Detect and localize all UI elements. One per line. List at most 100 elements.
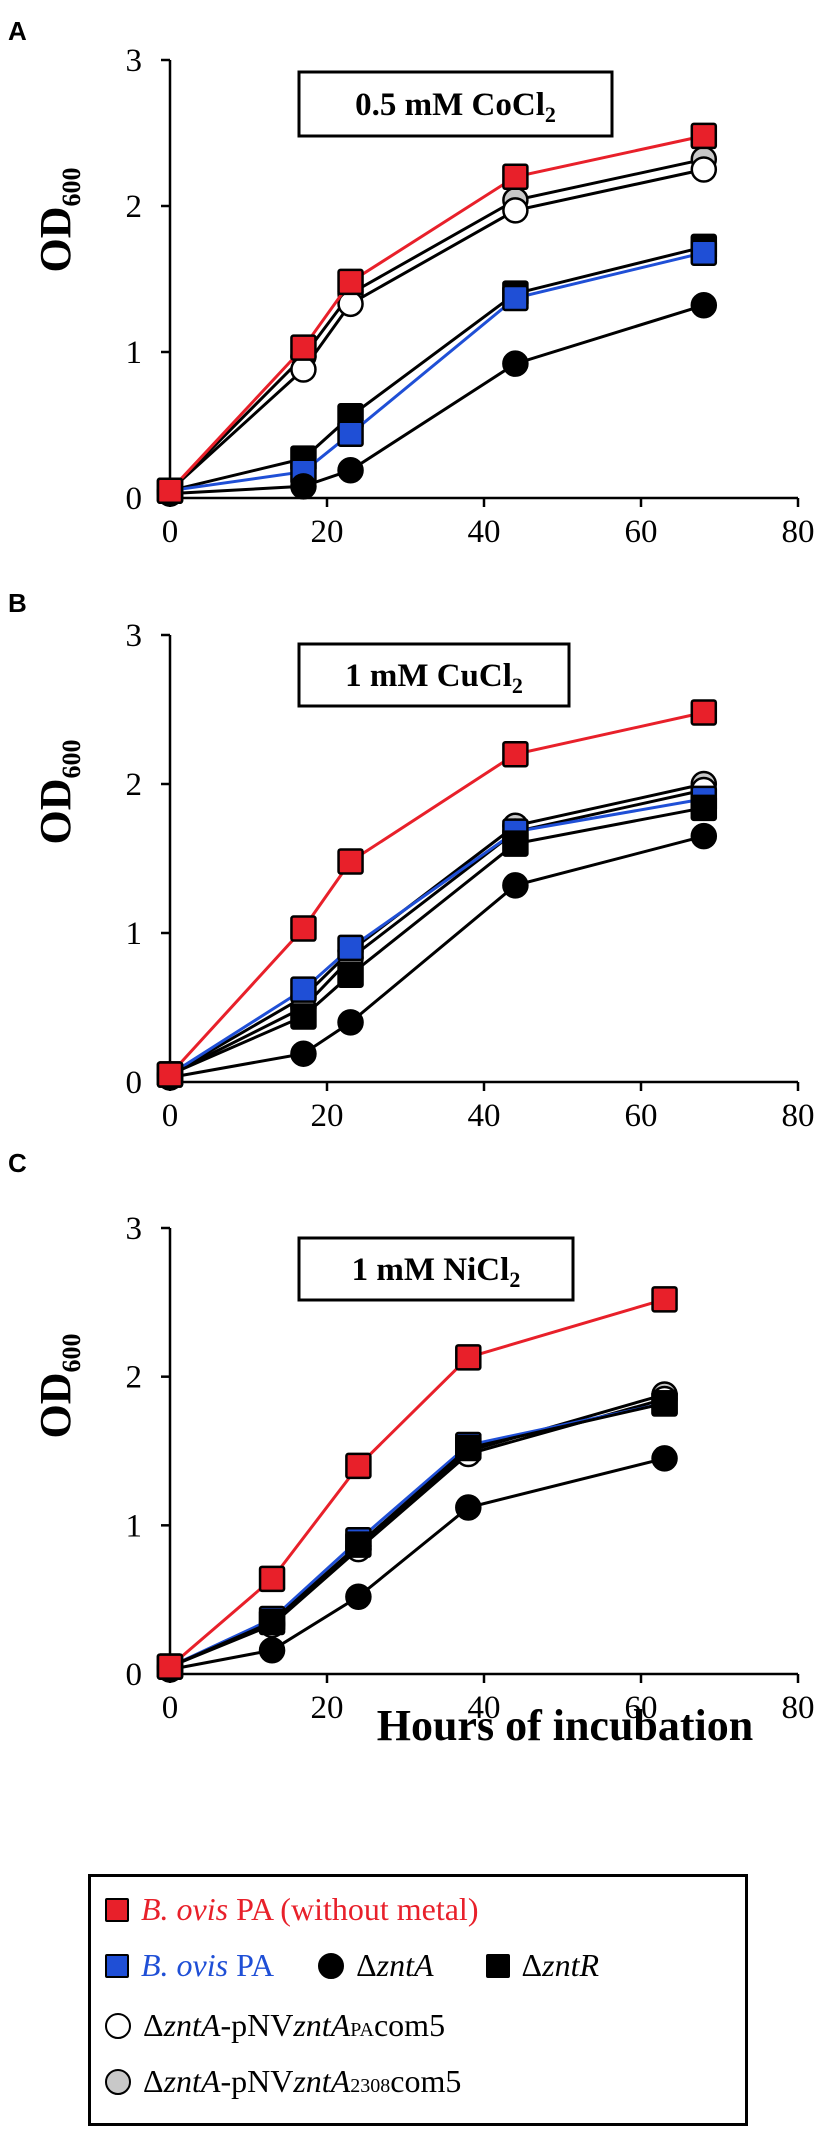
series-zntr <box>156 233 718 504</box>
x-tick-label: 20 <box>311 514 344 550</box>
x-tick-label: 80 <box>782 1098 815 1134</box>
data-point-znta <box>502 350 529 377</box>
panel-letter: C <box>8 1148 27 1178</box>
chart-title: 1 mM NiCl2 <box>352 1252 521 1292</box>
panel-letter: A <box>8 16 27 46</box>
panel-letter: B <box>8 588 27 618</box>
y-tick-label: 2 <box>126 1360 143 1396</box>
chart-title-subscript: 2 <box>545 102 556 127</box>
y-axis-label-subscript: 600 <box>57 168 86 207</box>
y-tick-label: 2 <box>126 189 143 225</box>
legend-row-2: B. ovis PA ΔzntA ΔzntR <box>105 1947 599 1984</box>
x-tick-label: 40 <box>468 1098 501 1134</box>
chart-title-box <box>297 70 614 138</box>
legend-label-znta: ΔzntA <box>356 1947 434 1983</box>
series-line-pa_no_metal <box>169 1297 665 1668</box>
series-line-complement_2308 <box>169 782 705 1076</box>
chart-title-box <box>297 1236 575 1302</box>
legend-marker-red-square <box>105 1897 129 1922</box>
legend-row-complement-pa: ΔzntA-pNVzntAPAcom5 <box>105 2007 445 2044</box>
x-tick-label: 80 <box>782 514 815 550</box>
legend-marker-blue-square <box>105 1953 129 1978</box>
y-tick-label: 3 <box>126 1211 143 1247</box>
y-tick-label: 2 <box>126 767 143 803</box>
series-line-zntr <box>169 245 705 493</box>
series-znta <box>156 1445 678 1683</box>
legend-marker-black-circle <box>318 1952 345 1979</box>
series-complement_pa <box>156 776 718 1088</box>
y-axis-label-subscript: 600 <box>57 740 86 779</box>
chart-title-subscript: 2 <box>512 673 523 698</box>
y-axis-label: OD600 <box>31 740 86 845</box>
x-tick-label: 40 <box>468 514 501 550</box>
y-axis-label-text: OD <box>31 1373 80 1439</box>
data-point-pa_no_metal <box>337 268 364 296</box>
chart-title-text: 0.5 mM CoCl <box>355 87 545 123</box>
series-line-pa_no_metal <box>168 134 705 492</box>
data-point-pa <box>290 976 317 1003</box>
series-pa_no_metal <box>156 699 718 1088</box>
data-point-pa <box>502 284 529 312</box>
data-point-pa <box>337 420 364 448</box>
y-tick-label: 3 <box>126 618 143 654</box>
x-tick-label: 40 <box>468 1690 501 1726</box>
series-znta <box>156 822 718 1091</box>
data-point-pa_no_metal <box>690 699 718 726</box>
x-tick-label: 20 <box>311 1098 344 1134</box>
legend-label-zntr: ΔzntR <box>521 1947 599 1983</box>
x-tick-label: 60 <box>625 1098 658 1134</box>
data-point-znta <box>502 872 529 899</box>
series-pa <box>156 785 718 1088</box>
data-point-znta <box>651 1445 678 1472</box>
legend-row-complement-2308: ΔzntA-pNVzntA2308com5 <box>105 2063 461 2100</box>
data-point-znta <box>337 1009 364 1036</box>
data-point-pa_no_metal <box>502 740 529 768</box>
chart-title-box <box>297 642 571 708</box>
data-point-pa_no_metal <box>156 1061 184 1088</box>
y-tick-label: 0 <box>126 481 143 517</box>
legend-label-pa-without-metal: B. ovis PA (without metal) <box>141 1891 479 1927</box>
x-tick-label: 0 <box>162 514 179 550</box>
data-point-znta <box>690 292 718 319</box>
series-complement_2308 <box>156 1381 678 1680</box>
data-point-pa_no_metal <box>651 1286 678 1313</box>
y-axis-label-text: OD <box>31 207 80 273</box>
data-point-pa_no_metal <box>290 334 317 361</box>
data-point-znta <box>345 1583 372 1610</box>
chart-title-text: 1 mM CuCl <box>345 658 512 694</box>
legend-label-pa: B. ovis PA <box>141 1947 275 1983</box>
data-point-znta <box>455 1494 482 1521</box>
data-point-pa_no_metal <box>337 848 364 875</box>
series-line-pa <box>169 251 705 493</box>
x-tick-label: 60 <box>625 514 658 550</box>
x-tick-label: 0 <box>162 1098 179 1134</box>
y-tick-label: 0 <box>126 1657 143 1693</box>
series-complement_pa <box>156 156 718 504</box>
legend-label-complement-2308: ΔzntA-pNVzntA2308com5 <box>143 2063 462 2099</box>
data-point-pa_no_metal <box>502 163 529 191</box>
series-line-znta <box>169 834 705 1079</box>
series-line-znta <box>169 303 705 496</box>
data-point-znta <box>690 822 718 850</box>
series-pa_no_metal <box>156 122 718 504</box>
y-tick-label: 1 <box>126 335 143 371</box>
series-line-zntr <box>169 1401 665 1668</box>
y-axis-label: OD600 <box>31 168 86 273</box>
data-point-zntr <box>651 1390 678 1417</box>
legend-marker-gray-circle <box>105 2068 131 2095</box>
series-pa_no_metal <box>156 1286 678 1680</box>
series-line-complement_2308 <box>168 157 705 492</box>
data-point-zntr <box>502 830 529 857</box>
data-point-pa_no_metal <box>345 1452 372 1480</box>
chart-title: 1 mM CuCl2 <box>345 658 523 698</box>
y-axis-label: OD600 <box>31 1334 86 1439</box>
data-point-pa <box>690 239 718 266</box>
chart-title-subscript: 2 <box>509 1267 520 1292</box>
data-point-pa_no_metal <box>455 1344 482 1371</box>
legend-marker-black-square <box>485 1953 510 1978</box>
y-tick-label: 1 <box>126 916 143 952</box>
legend: B. ovis PA (without metal) B. ovis PA Δz… <box>88 1874 748 2126</box>
